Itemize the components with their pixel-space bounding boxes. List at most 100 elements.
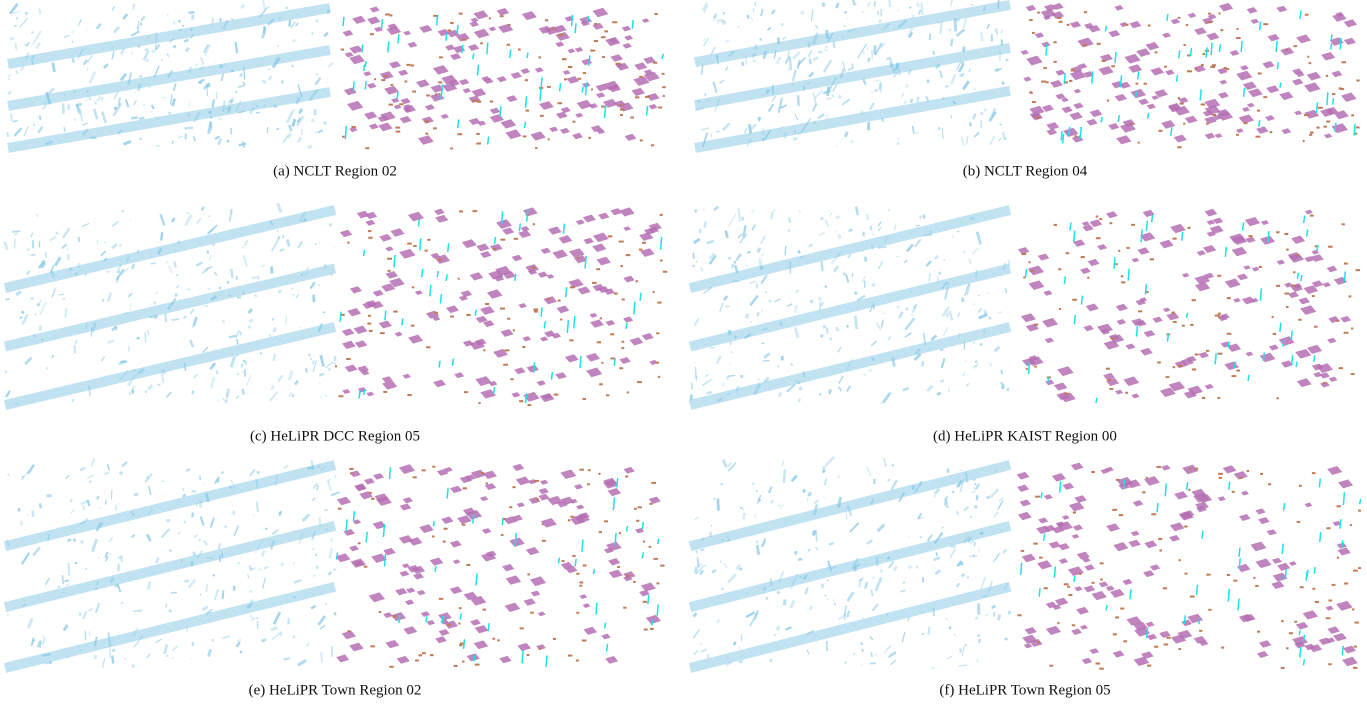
- edge-point: [1217, 352, 1223, 355]
- point-stroke: [26, 248, 30, 251]
- point-stroke: [727, 462, 733, 468]
- point-stroke: [249, 106, 255, 115]
- point-stroke: [19, 18, 29, 28]
- point-stroke: [868, 368, 873, 373]
- edge-point: [337, 507, 342, 510]
- point-stroke: [965, 360, 967, 363]
- point-stroke: [111, 648, 116, 653]
- plane-patch: [1082, 557, 1091, 563]
- plane-patch: [1229, 49, 1240, 56]
- point-stroke: [988, 111, 997, 122]
- edge-point: [1068, 79, 1073, 82]
- point-stroke: [966, 283, 971, 296]
- point-stroke: [192, 111, 201, 123]
- plane-patch: [605, 656, 619, 664]
- point-stroke: [837, 346, 842, 353]
- plane-patch: [1135, 320, 1147, 327]
- point-stroke: [942, 326, 949, 337]
- plane-patch: [581, 58, 593, 66]
- point-stroke: [216, 478, 220, 483]
- point-stroke: [220, 471, 225, 474]
- point-stroke: [756, 247, 762, 253]
- point-stroke: [766, 89, 771, 94]
- point-stroke: [45, 91, 52, 105]
- plane-patch: [1300, 305, 1317, 315]
- plane-patch: [1100, 328, 1111, 335]
- normal-tick: [550, 371, 554, 380]
- plane-patch: [1231, 246, 1248, 257]
- road-band: [694, 42, 1011, 111]
- point-stroke: [119, 370, 129, 381]
- plane-patch: [368, 123, 379, 130]
- edge-point: [369, 33, 374, 36]
- plane-patch: [1122, 578, 1133, 586]
- point-stroke: [699, 569, 704, 576]
- edge-point: [596, 268, 601, 271]
- point-stroke: [926, 534, 933, 542]
- plane-patch: [1186, 355, 1197, 363]
- point-stroke: [112, 26, 121, 34]
- normal-tick: [1238, 547, 1241, 557]
- point-stroke: [960, 136, 965, 147]
- edge-point: [1184, 572, 1188, 575]
- point-stroke: [770, 9, 776, 15]
- plane-patch: [449, 485, 463, 494]
- normal-tick: [1316, 244, 1319, 251]
- plane-patch: [354, 483, 367, 491]
- edge-point: [1082, 44, 1088, 47]
- point-stroke: [96, 95, 102, 102]
- point-stroke: [841, 98, 851, 106]
- plane-patch: [582, 214, 596, 223]
- point-stroke: [67, 106, 70, 111]
- point-stroke: [155, 291, 159, 295]
- point-stroke: [50, 269, 55, 279]
- edge-point: [1218, 472, 1223, 475]
- point-stroke: [1004, 637, 1008, 641]
- point-stroke: [195, 63, 199, 68]
- point-stroke: [812, 120, 817, 125]
- plane-patch: [1233, 471, 1248, 480]
- point-stroke: [779, 104, 788, 109]
- point-stroke: [865, 466, 872, 477]
- point-stroke: [746, 139, 752, 147]
- normal-tick: [362, 389, 366, 395]
- plane-patch: [445, 44, 456, 51]
- plane-patch: [1144, 476, 1160, 486]
- point-stroke: [221, 590, 225, 600]
- edge-point: [461, 523, 466, 526]
- point-stroke: [190, 33, 194, 39]
- plane-patch: [623, 575, 633, 582]
- edge-point: [1327, 245, 1333, 248]
- point-stroke: [95, 521, 104, 532]
- plane-patch: [564, 354, 579, 363]
- normal-tick: [592, 568, 596, 575]
- plane-patch: [1062, 482, 1075, 490]
- plane-patch: [530, 590, 541, 597]
- point-stroke: [962, 46, 966, 52]
- point-stroke: [1000, 369, 1003, 375]
- point-stroke: [130, 370, 141, 382]
- point-stroke: [836, 496, 843, 508]
- point-stroke: [919, 535, 922, 539]
- normal-tick: [345, 519, 348, 532]
- plane-patch: [432, 65, 449, 75]
- plane-patch: [1151, 95, 1159, 100]
- edge-point: [607, 235, 613, 238]
- plane-patch: [488, 26, 497, 32]
- point-stroke: [71, 30, 74, 34]
- point-stroke: [292, 293, 295, 296]
- point-stroke: [149, 315, 158, 319]
- point-stroke: [7, 473, 10, 476]
- normal-tick: [1053, 566, 1057, 578]
- point-stroke: [760, 8, 764, 17]
- plane-patch: [400, 97, 411, 105]
- plane-patch: [1245, 236, 1256, 243]
- edge-point: [1293, 45, 1298, 48]
- normal-tick: [1122, 479, 1126, 490]
- plane-patch: [435, 214, 449, 223]
- edge-point: [552, 637, 556, 640]
- edge-point: [466, 313, 471, 316]
- edge-point: [379, 332, 385, 335]
- point-stroke: [94, 602, 101, 613]
- point-stroke: [743, 127, 748, 134]
